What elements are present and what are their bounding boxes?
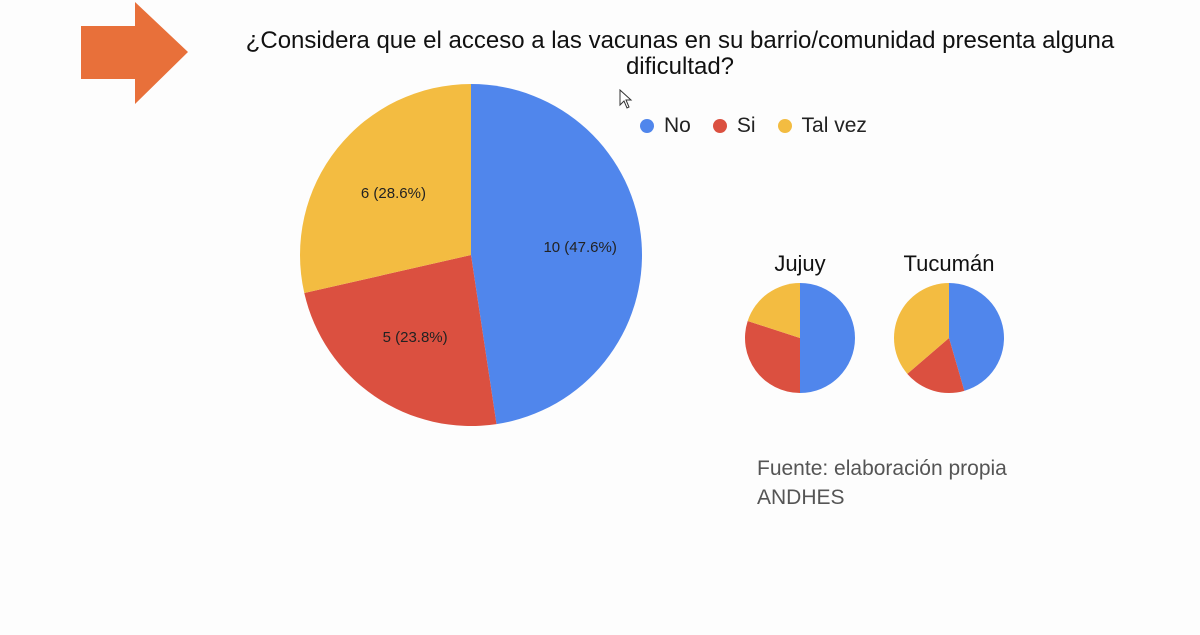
pie-main-slice-si xyxy=(304,255,497,426)
mouse-pointer-icon xyxy=(619,89,633,109)
source-note: Fuente: elaboración propia ANDHES xyxy=(757,454,1007,512)
legend-item-no: No xyxy=(640,114,691,138)
legend-label-tal-vez: Tal vez xyxy=(801,114,867,137)
pie-tucuman-slice-no xyxy=(949,283,1004,391)
pie-tucuman-slice-si xyxy=(907,338,965,393)
pie-jujuy-title: Jujuy xyxy=(774,251,826,276)
source-line-2: ANDHES xyxy=(757,486,845,509)
pie-main-slice-tal-vez xyxy=(300,84,471,294)
pie-main-label-no: 10 (47.6%) xyxy=(543,239,616,256)
legend-item-tal-vez: Tal vez xyxy=(777,114,867,138)
legend-dot-tal-vez xyxy=(777,119,792,133)
pie-jujuy-slice-si xyxy=(744,321,800,393)
legend-label-no: No xyxy=(664,114,691,137)
pie-main-slice-no xyxy=(471,84,642,425)
pie-tucuman-title: Tucumán xyxy=(903,251,995,276)
pie-main: 10 (47.6%) 5 (23.8%) 6 (28.6%) xyxy=(300,84,642,426)
legend-dot-si xyxy=(712,119,727,133)
chart-legend: No Si Tal vez xyxy=(640,114,889,138)
pie-tucuman-slice-tal-vez xyxy=(894,283,949,374)
source-line-1: Fuente: elaboración propia xyxy=(757,457,1007,480)
pie-main-label-si: 5 (23.8%) xyxy=(383,329,448,346)
legend-dot-no xyxy=(640,119,654,133)
pie-jujuy-slice-no xyxy=(800,283,855,393)
legend-item-si: Si xyxy=(712,114,756,138)
chart-title: ¿Considera que el acceso a las vacunas e… xyxy=(245,27,1115,80)
legend-label-si: Si xyxy=(736,114,756,137)
pie-jujuy xyxy=(744,283,855,393)
arrow-right-icon xyxy=(81,2,188,104)
pie-jujuy-slice-tal-vez xyxy=(747,283,800,338)
pie-main-label-tal-vez: 6 (28.6%) xyxy=(361,185,426,202)
pie-tucuman xyxy=(894,283,1004,393)
